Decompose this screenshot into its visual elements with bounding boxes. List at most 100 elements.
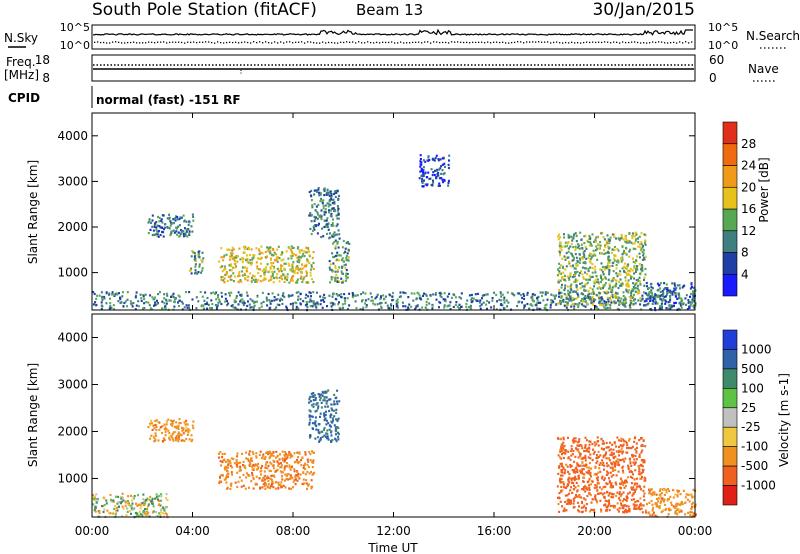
echo-cell xyxy=(165,302,168,305)
echo-cell xyxy=(319,295,322,298)
echo-cell xyxy=(194,265,197,268)
echo-cell xyxy=(260,473,262,476)
echo-cell xyxy=(325,396,328,399)
echo-cell xyxy=(575,262,578,265)
echo-cell xyxy=(272,247,274,251)
echo-cell xyxy=(593,280,596,283)
echo-cell xyxy=(566,275,569,278)
echo-cell xyxy=(321,227,324,230)
echo-cell xyxy=(620,297,623,300)
echo-cell xyxy=(632,247,635,250)
echo-cell xyxy=(631,296,634,299)
echo-cell xyxy=(108,511,111,514)
echo-cell xyxy=(238,247,241,250)
echo-cell xyxy=(306,487,308,490)
echo-cell xyxy=(275,259,278,262)
colorbar-swatch xyxy=(722,388,738,409)
echo-cell xyxy=(323,210,326,213)
echo-cell xyxy=(415,305,418,308)
echo-cell xyxy=(596,501,599,504)
colorbar-tick-label: 25 xyxy=(741,401,756,415)
echo-cell xyxy=(330,193,333,196)
echo-cell xyxy=(311,305,314,308)
echo-cell xyxy=(314,396,317,400)
echo-cell xyxy=(656,497,658,500)
echo-cell xyxy=(639,502,642,505)
echo-cell xyxy=(333,400,336,403)
echo-cell xyxy=(580,511,583,514)
echo-cell xyxy=(625,446,628,450)
echo-cell xyxy=(608,283,611,286)
echo-cell xyxy=(257,466,260,469)
echo-cell xyxy=(186,433,189,436)
echo-cell xyxy=(184,227,186,230)
echo-cell xyxy=(266,304,269,307)
echo-cell xyxy=(662,291,665,295)
noise-search-point xyxy=(604,41,606,43)
echo-cell xyxy=(395,300,398,303)
noise-search-point xyxy=(211,41,213,44)
echo-cell xyxy=(643,304,645,307)
echo-cell xyxy=(550,301,553,304)
echo-cell xyxy=(628,437,631,441)
echo-cell xyxy=(613,257,616,260)
echo-cell xyxy=(228,291,230,295)
noise-search-point xyxy=(544,41,546,43)
echo-cell xyxy=(655,493,658,496)
echo-cell xyxy=(270,462,273,465)
echo-cell xyxy=(149,437,152,440)
noise-search-point xyxy=(580,42,582,44)
echo-cell xyxy=(347,256,350,259)
echo-cell xyxy=(633,498,635,501)
echo-cell xyxy=(591,233,594,236)
echo-cell xyxy=(635,278,638,282)
echo-cell xyxy=(581,488,584,491)
colorbar-swatch xyxy=(722,230,738,253)
echo-cell xyxy=(573,280,575,284)
echo-cell xyxy=(559,236,562,239)
echo-cell xyxy=(114,495,117,498)
echo-cell xyxy=(284,262,287,265)
echo-cell xyxy=(593,450,596,453)
echo-cell xyxy=(289,452,292,455)
noise-search-point xyxy=(559,42,561,44)
echo-cell xyxy=(623,249,625,252)
echo-cell xyxy=(433,173,436,177)
echo-cell xyxy=(325,410,327,413)
echo-cell xyxy=(232,266,234,269)
noise-search-point xyxy=(271,42,273,44)
echo-cell xyxy=(596,482,599,485)
echo-cell xyxy=(559,300,562,303)
echo-cell xyxy=(337,246,340,249)
echo-cell xyxy=(599,274,602,277)
echo-cell xyxy=(585,283,588,286)
echo-cell xyxy=(573,256,575,259)
echo-cell xyxy=(564,469,567,472)
echo-cell xyxy=(237,275,239,278)
echo-cell xyxy=(120,496,123,499)
noise-search-point xyxy=(547,41,549,43)
echo-cell xyxy=(365,305,368,309)
echo-cell xyxy=(647,302,650,305)
echo-cell xyxy=(129,300,132,303)
echo-cell xyxy=(345,277,348,280)
echo-cell xyxy=(585,267,588,270)
noise-search-point xyxy=(661,41,663,43)
echo-cell xyxy=(142,509,145,513)
echo-cell xyxy=(303,255,306,258)
echo-cell xyxy=(317,188,320,191)
echo-cell xyxy=(574,440,577,443)
echo-cell xyxy=(149,424,152,427)
echo-cell xyxy=(153,233,156,236)
echo-cell xyxy=(189,429,191,432)
echo-cell xyxy=(312,461,315,464)
echo-cell xyxy=(667,307,670,310)
echo-cell xyxy=(310,295,312,298)
echo-cell xyxy=(589,286,592,289)
echo-cell xyxy=(135,514,138,517)
echo-cell xyxy=(609,441,611,444)
echo-cell xyxy=(595,457,598,460)
echo-cell xyxy=(607,278,610,281)
echo-cell xyxy=(617,450,620,454)
echo-cell xyxy=(243,300,245,303)
